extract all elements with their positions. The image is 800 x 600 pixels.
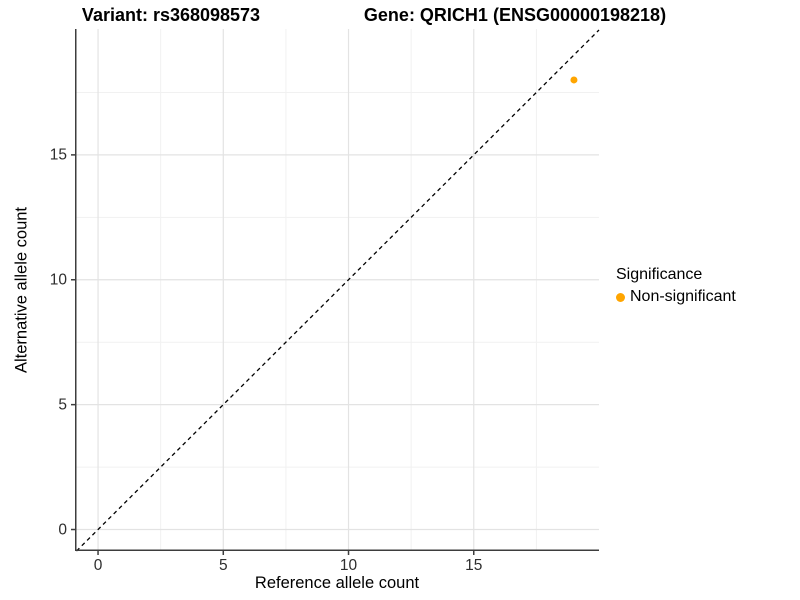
legend: Significance Non-significant bbox=[616, 266, 736, 306]
legend-point-icon bbox=[616, 292, 625, 302]
legend-item-label: Non-significant bbox=[630, 288, 736, 305]
y-tick-label: 5 bbox=[58, 395, 67, 413]
plot-panel bbox=[71, 29, 600, 555]
x-tick-label: 0 bbox=[93, 557, 103, 574]
x-tick-label: 5 bbox=[218, 557, 228, 574]
x-axis-title: Reference allele count bbox=[254, 574, 420, 592]
x-tick-label: 10 bbox=[339, 557, 358, 574]
identity-dashed-line bbox=[76, 29, 600, 552]
x-tick-label: 15 bbox=[465, 557, 483, 574]
plot-title-gene: Gene: QRICH1 (ENSG00000198218) bbox=[363, 5, 667, 25]
plot-svg bbox=[71, 29, 600, 555]
y-tick-label: 15 bbox=[49, 146, 67, 164]
y-tick-label: 0 bbox=[58, 520, 67, 538]
data-point bbox=[570, 76, 578, 84]
y-tick-label: 10 bbox=[49, 271, 67, 288]
legend-item: Non-significant bbox=[616, 288, 736, 306]
plot-title-variant: Variant: rs368098573 bbox=[81, 5, 261, 25]
y-axis-title: Alternative allele count bbox=[12, 206, 31, 374]
legend-title: Significance bbox=[616, 266, 703, 283]
